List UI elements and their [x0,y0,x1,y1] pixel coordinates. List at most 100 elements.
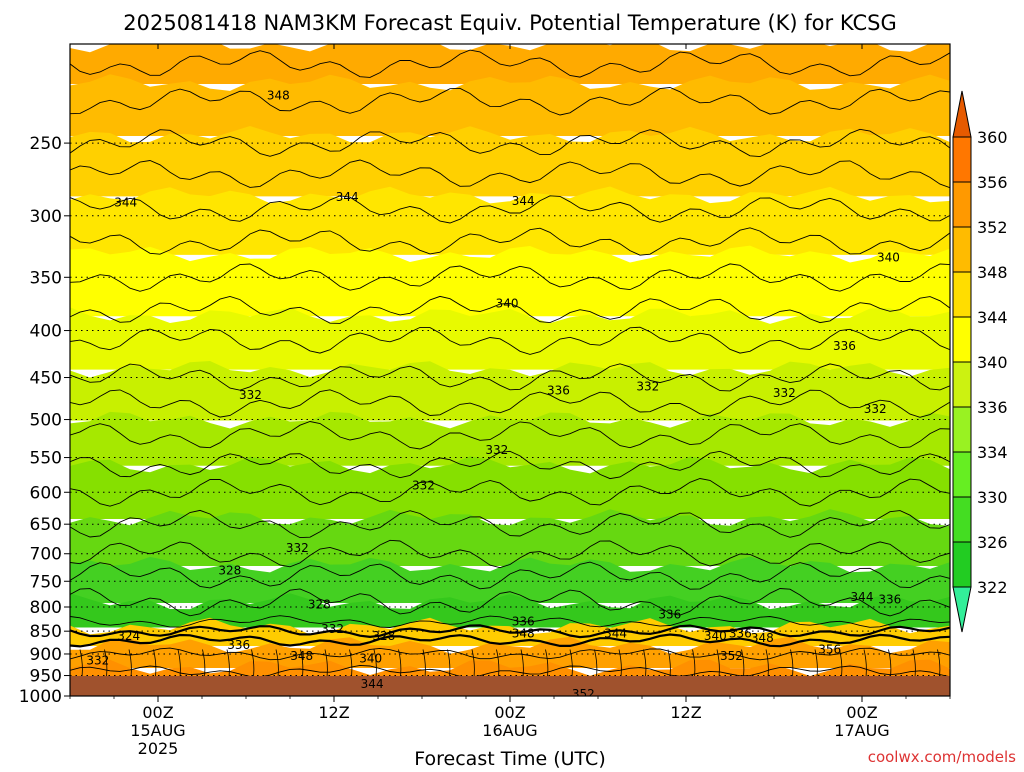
colorbar-label: 330 [977,488,1008,507]
contour-line [70,647,950,661]
colorbar-label: 352 [977,218,1008,237]
contour-label: 328 [308,598,331,612]
contour-label: 344 [336,190,359,204]
contour-line [70,633,950,648]
colorbar-top-triangle [952,90,972,138]
contour-line [70,421,950,450]
y-tick-label: 250 [30,134,62,154]
y-tick-label: 550 [30,449,62,469]
heatmap-band [70,44,950,84]
contour-line [70,295,950,324]
colorbar-label: 360 [977,128,1008,147]
colorbar-segment [952,406,972,453]
contour-label: 332 [773,386,796,400]
contour-line [70,326,950,355]
y-tick-label: 400 [30,322,62,342]
heatmap-band [70,411,950,466]
x-tick-label: 12Z [670,703,701,722]
colorbar-segment [952,361,972,408]
y-tick-label: 1000 [19,687,62,707]
x-tick-label: 00Z [142,703,173,722]
contour-line [70,509,950,539]
contour-label: 336 [833,339,856,353]
contour-label: 332 [86,654,109,668]
colorbar-segment [952,496,972,543]
y-tick-label: 950 [30,667,62,687]
colorbar-label: 336 [977,398,1008,417]
pressure-gridlines [70,142,950,696]
contour-label: 336 [878,592,901,606]
y-axis: 250 300 350 400 450 500 550 600 650 700 750 800 850 9… [19,134,70,707]
y-tick-label: 450 [30,369,62,389]
contour-line [70,539,950,569]
colorbar-label: 356 [977,173,1008,192]
x-tick-label: 00Z [846,703,877,722]
contour-label: 356 [818,643,841,657]
contour-label: 348 [751,631,774,645]
contour-label: 332 [321,622,344,636]
colorbar-label: 344 [977,308,1008,327]
x-tick-label: 17AUG [834,721,889,740]
contour-label: 340 [359,651,382,665]
y-tick-label: 700 [30,545,62,565]
x-tick-label: 00Z [494,703,525,722]
contour-line [70,263,950,292]
contour-label: 348 [290,649,313,663]
heatmap-band [70,593,950,628]
y-tick-label: 300 [30,207,62,227]
y-tick-label: 850 [30,622,62,642]
contour-label: 336 [658,607,681,621]
colorbar-label: 334 [977,443,1008,462]
contour-label: 332 [485,443,508,457]
x-tick-label: 12Z [318,703,349,722]
contour-label: 336 [227,638,250,652]
x-tick-label: 16AUG [482,721,537,740]
heatmap-band [70,126,950,197]
contour-line [70,588,950,617]
contour-line [70,227,950,256]
contour-label: 344 [604,627,627,641]
contour-label: 340 [704,629,727,643]
contour-label: 352 [720,649,743,663]
colorbar-bottom-triangle [952,586,972,633]
contour-line [70,87,950,116]
x-axis-label: Forecast Time (UTC) [414,748,605,768]
heatmap-bands [70,44,950,696]
contour-label: 344 [114,195,137,209]
contour-label: 336 [729,627,752,641]
y-tick-label: 600 [30,483,62,503]
y-tick-label: 900 [30,645,62,665]
contour-line [70,615,950,628]
contour-line [70,389,950,418]
contour-line [70,624,950,639]
heatmap-band [70,556,950,603]
heatmap-band [70,509,950,566]
contour-label: 344 [512,194,535,208]
contour-line [70,49,950,78]
contour-label: 336 [512,615,535,629]
y-tick-label: 650 [30,515,62,535]
contour-label: 352 [572,687,595,701]
heatmap-band [70,186,950,255]
heatmap-band [70,636,950,669]
colorbar-segment [952,541,972,588]
heatmap-band [70,456,950,520]
x-tick-label: 2025 [138,739,179,758]
contour-label: 332 [412,479,435,493]
colorbar-label: 348 [977,263,1008,282]
heatmap-band [70,307,950,370]
contour-label: 340 [496,297,519,311]
colorbar-segment [952,136,972,183]
contour-lines [70,49,950,696]
contour-label: 344 [361,677,384,691]
colorbar-segment [952,226,972,273]
contour-line [70,478,950,507]
contour-label: 324 [117,629,140,643]
contour-label: 340 [877,250,900,264]
contour-label: 328 [218,563,241,577]
y-tick-label: 750 [30,572,62,592]
